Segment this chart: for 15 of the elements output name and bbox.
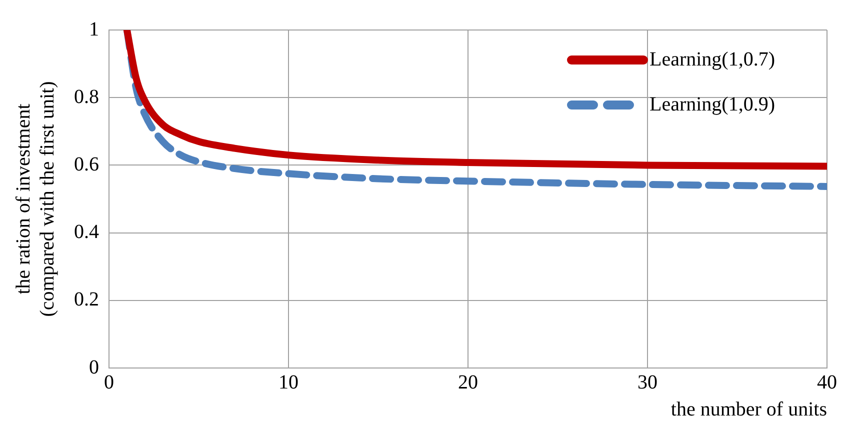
x-tick-label: 0 (104, 371, 114, 394)
x-axis-title: the number of units (670, 398, 828, 420)
y-tick-label: 0 (89, 356, 99, 378)
legend-label: Learning(1,0.9) (649, 93, 776, 116)
y-tick-label: 0.6 (74, 153, 99, 176)
y-tick-label: 0.4 (74, 221, 99, 244)
x-tick-label: 10 (278, 371, 298, 394)
x-tick-label: 30 (638, 371, 658, 394)
y-axis-title: the ration of investment (compared with the first unit) (12, 81, 58, 317)
x-tick-label: 40 (817, 371, 837, 394)
y-tick-label: 0.2 (74, 288, 99, 311)
y-tick-label: 0.8 (74, 86, 99, 108)
legend-label: Learning(1,0.7) (649, 48, 776, 70)
x-tick-label: 20 (458, 371, 478, 394)
y-tick-label: 1 (89, 18, 99, 40)
